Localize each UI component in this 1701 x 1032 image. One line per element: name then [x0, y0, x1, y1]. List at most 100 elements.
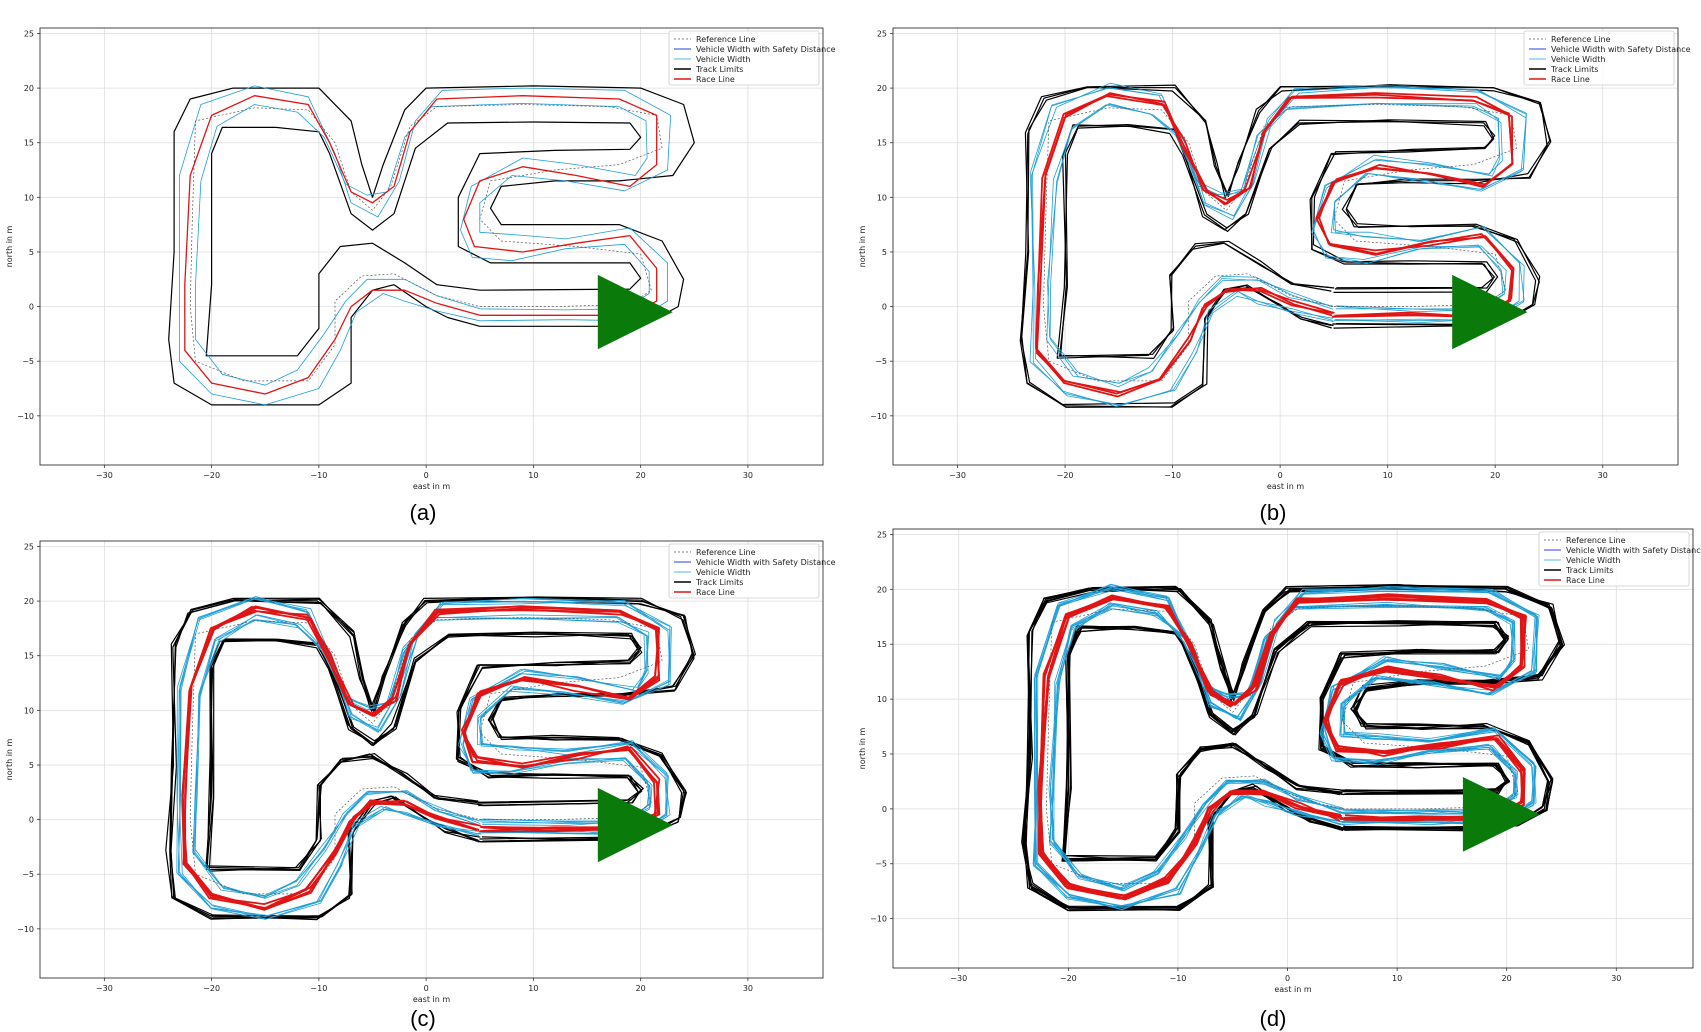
race-line — [1036, 93, 1514, 398]
x-tick-label: 30 — [1598, 471, 1608, 480]
legend-entry: Vehicle Width — [696, 55, 750, 64]
x-tick-label: 30 — [743, 984, 753, 993]
x-tick-label: −30 — [950, 974, 967, 983]
legend-entry: Reference Line — [696, 35, 756, 44]
legend-entry: Race Line — [696, 588, 735, 597]
x-tick-label: 20 — [1502, 974, 1512, 983]
vehicle-width-line — [1035, 583, 1539, 907]
x-tick-label: −20 — [1060, 974, 1077, 983]
y-axis-label: north in m — [858, 727, 867, 769]
race-line — [1038, 594, 1526, 901]
y-axis-label: north in m — [858, 225, 867, 267]
track-limits-inner-line — [208, 631, 644, 872]
y-tick-label: −5 — [22, 870, 34, 879]
x-tick-label: 20 — [636, 471, 646, 480]
axes-frame — [39, 540, 824, 979]
y-tick-label: −10 — [17, 925, 34, 934]
caption-d: (d) — [1259, 1006, 1287, 1031]
caption-c: (c) — [410, 1006, 436, 1031]
x-tick-label: 20 — [1490, 471, 1500, 480]
y-tick-label: 10 — [877, 695, 887, 704]
y-tick-label: 20 — [24, 84, 34, 93]
legend-entry: Reference Line — [1566, 536, 1626, 545]
x-axis-label: east in m — [413, 995, 451, 1004]
x-tick-label: −30 — [949, 471, 966, 480]
x-tick-label: −20 — [203, 984, 220, 993]
x-tick-label: −20 — [1057, 471, 1074, 480]
axes-frame — [892, 528, 1694, 969]
track-limits-outer-line — [169, 596, 695, 920]
track-limits-inner-line — [1056, 120, 1496, 359]
x-tick-label: −10 — [1164, 471, 1181, 480]
chart-c: −30 −20 −10 0 10 20 30 −10 −5 0 5 10 15 20 25 east in m… — [5, 540, 836, 1004]
y-axis-label: north in m — [5, 738, 14, 780]
x-tick-label: −10 — [310, 471, 327, 480]
y-tick-label: 20 — [24, 597, 34, 606]
vehicle-width-line — [177, 597, 671, 918]
race-line — [181, 609, 661, 910]
vehicle-width-line — [178, 85, 672, 406]
y-tick-label: 0 — [29, 303, 34, 312]
x-tick-label: 0 — [1278, 471, 1283, 480]
legend-entry: Vehicle Width — [1551, 55, 1605, 64]
legend-entry: Track Limits — [695, 578, 743, 587]
y-tick-label: 5 — [882, 750, 887, 759]
race-line — [1038, 593, 1524, 900]
x-tick-label: −10 — [1169, 974, 1186, 983]
y-tick-label: −10 — [870, 915, 887, 924]
chart-b: −30 −20 −10 0 10 20 30 −10 −5 0 5 10 15 20 25 east in m… — [858, 27, 1691, 491]
x-axis-label: east in m — [1267, 482, 1305, 491]
x-tick-label: −20 — [203, 471, 220, 480]
legend-box — [1523, 30, 1675, 86]
x-tick-label: 10 — [1392, 974, 1402, 983]
track-limits-inner-line — [205, 121, 642, 357]
vehicle-width-line — [194, 614, 650, 897]
y-tick-label: 0 — [882, 303, 887, 312]
legend-box — [668, 30, 820, 86]
x-tick-label: 10 — [528, 984, 538, 993]
y-tick-label: 15 — [877, 640, 887, 649]
start-marker-triangle — [1462, 777, 1540, 852]
track-limits-inner-line — [1062, 620, 1510, 862]
y-tick-label: 5 — [29, 248, 34, 257]
x-tick-label: 20 — [636, 984, 646, 993]
y-tick-label: −5 — [22, 357, 34, 366]
y-tick-label: 25 — [24, 29, 34, 38]
y-tick-label: 5 — [882, 248, 887, 257]
race-line — [181, 605, 660, 910]
y-tick-label: 10 — [24, 706, 34, 715]
y-tick-label: 25 — [24, 542, 34, 551]
panel-c: −30 −20 −10 0 10 20 30 −10 −5 0 5 10 15 20 25 east in m… — [0, 515, 850, 1004]
y-tick-label: −5 — [875, 860, 887, 869]
legend-entry: Track Limits — [1550, 65, 1598, 74]
vehicle-width-line — [1053, 604, 1516, 892]
track-limits-outer-line — [168, 85, 695, 406]
y-tick-label: −5 — [875, 357, 887, 366]
legend-entry: Track Limits — [695, 65, 743, 74]
reference-line — [189, 104, 663, 382]
legend-entry: Race Line — [1551, 75, 1590, 84]
track-limits-inner-line — [206, 633, 643, 871]
legend-entry: Race Line — [696, 75, 735, 84]
x-tick-label: −30 — [96, 471, 113, 480]
caption-a: (a) — [409, 500, 437, 525]
x-tick-label: 10 — [528, 471, 538, 480]
y-tick-label: −10 — [17, 412, 34, 421]
legend-entry: Vehicle Width with Safety Distance — [1566, 546, 1701, 555]
legend-entry: Vehicle Width with Safety Distance — [696, 558, 836, 567]
start-marker-triangle — [1452, 274, 1528, 350]
x-tick-label: 0 — [424, 471, 429, 480]
panel-b: −30 −20 −10 0 10 20 30 −10 −5 0 5 10 15 20 25 east in m… — [850, 0, 1701, 491]
legend-entry: Vehicle Width — [696, 568, 750, 577]
vehicle-width-line — [192, 616, 650, 899]
vehicle-width-line — [1046, 103, 1506, 384]
vehicle-width-line — [1029, 85, 1527, 406]
x-tick-label: 30 — [1611, 974, 1621, 983]
y-tick-label: 25 — [877, 530, 887, 539]
x-tick-label: 0 — [424, 984, 429, 993]
y-tick-label: 0 — [882, 805, 887, 814]
y-tick-label: 15 — [24, 652, 34, 661]
x-tick-label: 0 — [1285, 974, 1290, 983]
